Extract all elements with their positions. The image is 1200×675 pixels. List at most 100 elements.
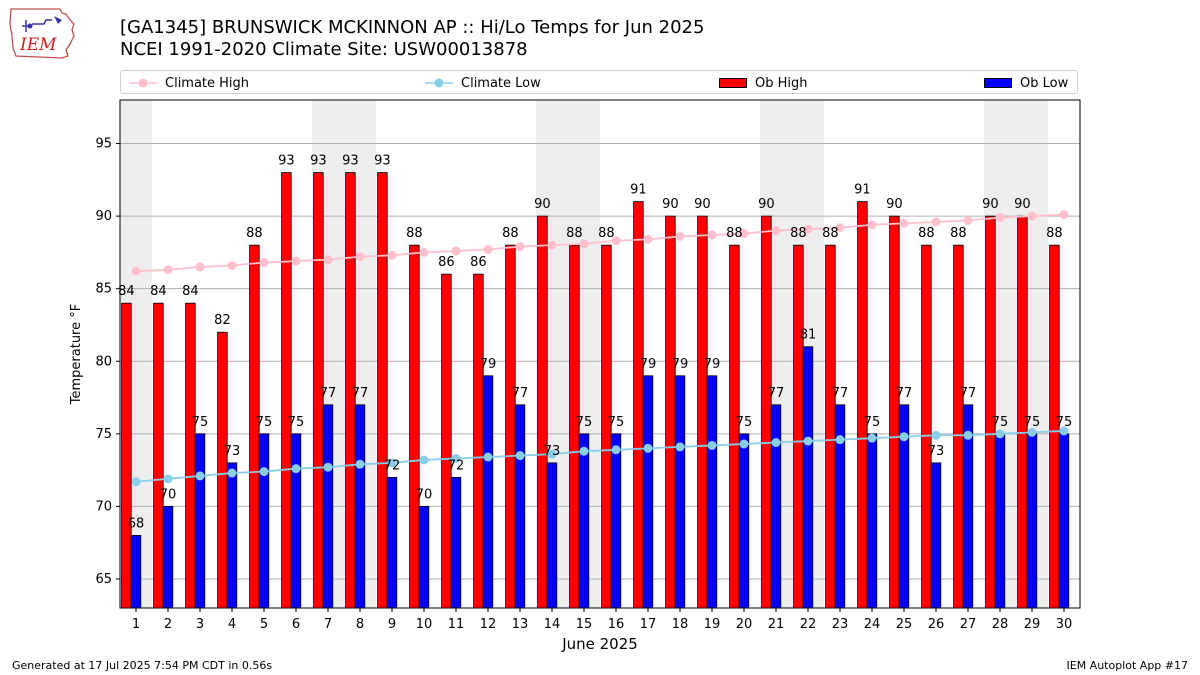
climate-low-point <box>387 458 397 468</box>
climate-low-point <box>739 439 749 449</box>
ob-high-bar <box>185 302 196 609</box>
ob-high-swatch-icon <box>719 78 747 88</box>
climate-low-point <box>163 474 173 484</box>
ob-low-label: 77 <box>896 386 913 401</box>
x-tick-label: 21 <box>768 617 785 632</box>
x-tick-label: 5 <box>260 617 268 632</box>
ob-low-label: 72 <box>448 458 465 473</box>
ob-high-bar <box>1017 215 1028 609</box>
climate-low-point <box>259 467 269 477</box>
ob-low-label: 75 <box>288 415 305 430</box>
climate-high-point <box>963 215 973 225</box>
ob-high-bar <box>409 244 420 609</box>
climate-high-point <box>803 224 813 234</box>
svg-text:IEM: IEM <box>19 35 57 55</box>
ob-high-label: 88 <box>598 226 615 241</box>
climate-low-point <box>963 430 973 440</box>
climate-high-point <box>931 217 941 227</box>
ob-low-bar <box>450 476 462 609</box>
ob-high-label: 90 <box>1014 197 1031 212</box>
ob-high-bar <box>985 215 996 609</box>
climate-high-line <box>135 213 1065 273</box>
climate-high-point <box>131 266 141 276</box>
y-tick-label: 75 <box>95 427 112 442</box>
x-tick-label: 8 <box>356 617 364 632</box>
ob-high-bar <box>761 215 772 609</box>
ob-low-label: 79 <box>640 357 657 372</box>
climate-low-line <box>135 430 1065 483</box>
climate-high-point <box>1059 210 1069 220</box>
ob-high-label: 88 <box>790 226 807 241</box>
ob-high-label: 88 <box>726 226 743 241</box>
ob-low-label: 77 <box>832 386 849 401</box>
ob-high-bar <box>473 273 484 609</box>
x-tick-label: 27 <box>960 617 977 632</box>
x-tick-label: 24 <box>864 617 881 632</box>
plot-frame <box>119 99 1081 609</box>
climate-high-point <box>771 226 781 236</box>
x-tick-label: 10 <box>416 617 433 632</box>
legend-item-ob-low: Ob Low <box>984 74 1068 92</box>
climate-low-point <box>355 459 365 469</box>
climate-high-point <box>675 231 685 241</box>
ob-high-label: 88 <box>1046 226 1063 241</box>
y-tick-label: 70 <box>95 499 112 514</box>
ob-low-bar <box>386 476 398 609</box>
chart-subtitle: NCEI 1991-2020 Climate Site: USW00013878 <box>120 39 528 60</box>
ob-high-label: 84 <box>182 284 199 299</box>
ob-high-label: 84 <box>118 284 135 299</box>
x-tick-label: 17 <box>640 617 657 632</box>
climate-low-point <box>547 449 557 459</box>
ob-low-label: 75 <box>992 415 1009 430</box>
climate-high-point <box>835 223 845 233</box>
ob-low-bar <box>1026 433 1038 609</box>
ob-low-label: 75 <box>864 415 881 430</box>
climate-high-point <box>579 239 589 249</box>
ob-low-bar <box>418 505 430 609</box>
y-tick-label: 90 <box>95 209 112 224</box>
ob-high-label: 90 <box>982 197 999 212</box>
ob-high-label: 90 <box>662 197 679 212</box>
app-footer: IEM Autoplot App #17 <box>1066 659 1189 672</box>
climate-low-point <box>1027 427 1037 437</box>
x-tick-label: 7 <box>324 617 332 632</box>
x-tick-label: 30 <box>1056 617 1073 632</box>
ob-high-bar <box>633 201 644 609</box>
climate-low-point <box>323 462 333 472</box>
ob-low-bar <box>258 433 270 609</box>
ob-high-label: 91 <box>854 183 871 198</box>
climate-low-line-icon <box>425 78 453 88</box>
x-tick-label: 11 <box>448 617 465 632</box>
ob-low-label: 73 <box>544 444 561 459</box>
ob-low-label: 77 <box>512 386 529 401</box>
x-tick-label: 15 <box>576 617 593 632</box>
climate-high-point <box>355 252 365 262</box>
climate-high-point <box>483 244 493 254</box>
climate-high-point <box>291 256 301 266</box>
climate-high-point <box>259 258 269 268</box>
ob-low-label: 75 <box>1024 415 1041 430</box>
ob-high-bar <box>697 215 708 609</box>
legend-item-ob-high: Ob High <box>719 74 808 92</box>
ob-high-label: 93 <box>278 154 295 169</box>
x-tick-label: 12 <box>480 617 497 632</box>
climate-low-point <box>515 451 525 461</box>
generated-footer: Generated at 17 Jul 2025 7:54 PM CDT in … <box>12 659 273 672</box>
ob-low-label: 73 <box>224 444 241 459</box>
climate-low-point <box>611 445 621 455</box>
ob-low-label: 81 <box>800 328 817 343</box>
chart-legend: Climate High Climate Low Ob High Ob Low <box>120 70 1078 94</box>
climate-high-point <box>899 218 909 228</box>
y-tick-label: 95 <box>95 137 112 152</box>
ob-high-label: 88 <box>950 226 967 241</box>
ob-low-label: 79 <box>672 357 689 372</box>
ob-low-bar <box>354 404 366 609</box>
climate-low-point <box>835 435 845 445</box>
ob-high-label: 90 <box>886 197 903 212</box>
climate-low-point <box>867 433 877 443</box>
climate-low-point <box>931 430 941 440</box>
climate-high-point <box>227 260 237 270</box>
ob-high-label: 93 <box>374 154 391 169</box>
climate-high-point <box>739 229 749 239</box>
climate-high-point <box>707 230 717 240</box>
